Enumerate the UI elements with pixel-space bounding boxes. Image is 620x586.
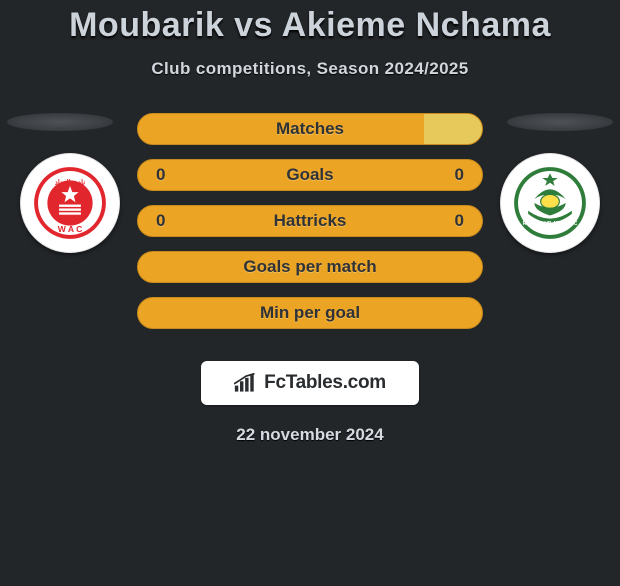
stat-value-left: 0 bbox=[156, 211, 165, 231]
page-title: Moubarik vs Akieme Nchama bbox=[0, 6, 620, 45]
comparison-arena: نادي الوداد W A C RAJA CLUB ATHLETIC bbox=[0, 113, 620, 343]
stat-rows: 5Matches1 0 Goals 0 0 Hattricks 0 Goals per mat… bbox=[137, 113, 483, 329]
bar-fill-right bbox=[424, 114, 482, 144]
platform-left bbox=[7, 113, 113, 131]
stat-label: Min per goal bbox=[260, 303, 360, 323]
stat-row-hattricks: 0 Hattricks 0 bbox=[137, 205, 483, 237]
club-badge-left: نادي الوداد W A C bbox=[20, 153, 120, 253]
brand-bars-icon bbox=[234, 373, 258, 393]
svg-text:W A C: W A C bbox=[58, 224, 83, 234]
stat-row-goals-per-match: Goals per match bbox=[137, 251, 483, 283]
stat-value-left: 0 bbox=[156, 165, 165, 185]
wydad-logo-icon: نادي الوداد W A C bbox=[31, 164, 109, 242]
platform-right bbox=[507, 113, 613, 131]
date-label: 22 november 2024 bbox=[0, 425, 620, 445]
stat-label: Goals bbox=[286, 165, 333, 185]
stat-label: Hattricks bbox=[274, 211, 347, 231]
subtitle: Club competitions, Season 2024/2025 bbox=[0, 59, 620, 79]
svg-text:RAJA CLUB ATHLETIC: RAJA CLUB ATHLETIC bbox=[523, 221, 578, 227]
stat-value-right: 0 bbox=[455, 165, 464, 185]
club-badge-right: RAJA CLUB ATHLETIC bbox=[500, 153, 600, 253]
raja-logo-icon: RAJA CLUB ATHLETIC bbox=[511, 164, 589, 242]
brand-text: FcTables.com bbox=[264, 372, 386, 394]
stat-row-min-per-goal: Min per goal bbox=[137, 297, 483, 329]
stat-row-goals: 0 Goals 0 bbox=[137, 159, 483, 191]
stat-value-right: 0 bbox=[455, 211, 464, 231]
brand-badge[interactable]: FcTables.com bbox=[201, 361, 419, 405]
stat-row-matches: 5Matches1 bbox=[137, 113, 483, 145]
stat-label: Goals per match bbox=[243, 257, 376, 277]
stat-label: Matches bbox=[276, 119, 344, 139]
